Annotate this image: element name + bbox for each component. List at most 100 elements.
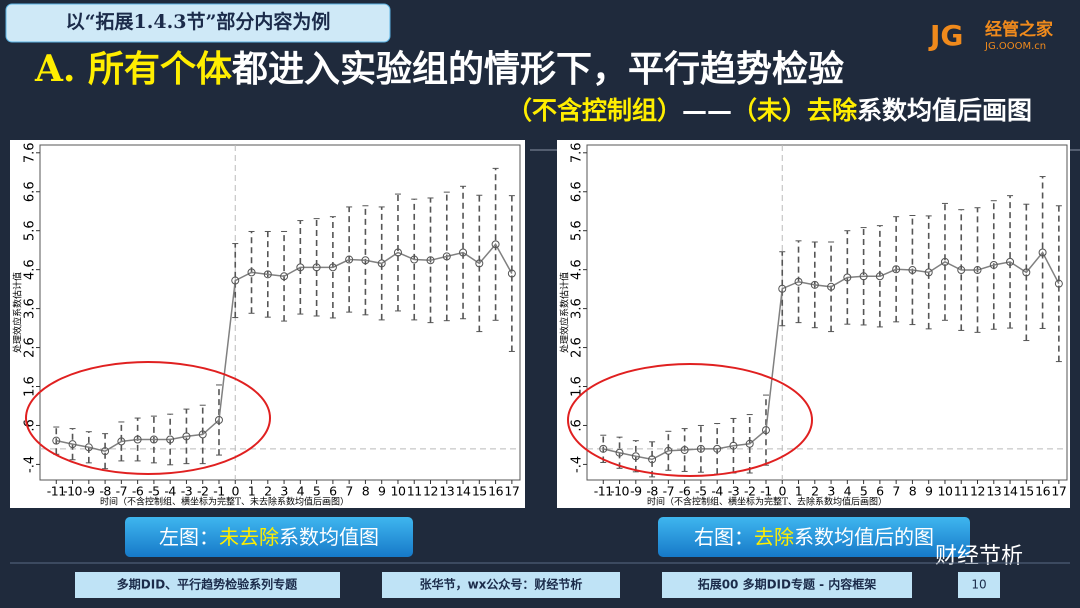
subheading-part: —— <box>682 96 732 125</box>
x-tick-label: 16 <box>1035 484 1050 499</box>
point <box>761 426 770 435</box>
point <box>827 282 836 291</box>
chart-panel <box>557 140 1070 508</box>
point <box>328 263 337 272</box>
point <box>442 252 451 261</box>
x-tick-label: 1 <box>795 484 802 499</box>
heading-part: 都进入实验组的情形下，平行趋势检验 <box>231 48 844 90</box>
x-tick-label: -11 <box>594 484 613 499</box>
point <box>745 439 754 448</box>
plot-frame <box>586 144 1068 481</box>
point <box>664 446 673 455</box>
x-tick-label: 5 <box>860 484 867 499</box>
heading: A. 所有个体都进入实验组的情形下，平行趋势检验 <box>34 48 844 90</box>
y-axis-label: 处理效应系数估计值 <box>559 272 571 353</box>
subheading-part: 系数均值后画图 <box>857 96 1032 125</box>
x-tick-label: 0 <box>779 484 787 499</box>
point <box>198 430 207 439</box>
point <box>312 263 321 272</box>
x-tick-label: 0 <box>232 484 240 499</box>
x-tick-label: -11 <box>47 484 66 499</box>
x-tick-label: 12 <box>423 484 438 499</box>
y-tick-label: -.4 <box>570 456 585 473</box>
x-axis-label: 时间（不含控制组、横坐标为完整T、去除系数均值后画图） <box>647 496 887 508</box>
page-number: 10 <box>971 578 986 592</box>
point <box>794 277 803 286</box>
x-tick-label: 7 <box>345 484 352 499</box>
logo-name: 经管之家 <box>985 19 1053 40</box>
y-tick-label: .6 <box>570 419 585 431</box>
subheading-part: （未）去除 <box>732 96 858 125</box>
x-tick-label: 10 <box>938 484 953 499</box>
point <box>361 256 370 265</box>
x-tick-label: 8 <box>909 484 917 499</box>
caption-part: 去除 <box>754 525 794 549</box>
tag: 以“拓展1.4.3节”部分内容为例 <box>66 10 331 33</box>
point <box>166 435 175 444</box>
logo-mark: JG <box>928 19 963 52</box>
caption-box <box>658 517 970 557</box>
x-tick-label: 7 <box>892 484 899 499</box>
x-tick-label: 1 <box>248 484 255 499</box>
point <box>459 248 468 257</box>
footer-box <box>958 572 1000 598</box>
y-tick-label: 7.6 <box>570 142 585 163</box>
x-tick-label: 3 <box>827 484 834 499</box>
x-tick-label: -5 <box>148 484 159 499</box>
footer-box <box>662 572 912 598</box>
y-tick-label: -.4 <box>23 456 38 473</box>
point <box>696 444 705 453</box>
x-tick-label: 2 <box>811 484 818 499</box>
point <box>1006 257 1015 266</box>
point <box>892 265 901 274</box>
point <box>1054 279 1063 288</box>
point <box>182 432 191 441</box>
chart-panel <box>10 140 525 508</box>
point <box>810 280 819 289</box>
x-tick-label: -9 <box>630 484 642 499</box>
x-tick-label: -4 <box>164 484 176 499</box>
point <box>778 284 787 293</box>
point <box>117 437 126 446</box>
subheading-part: （不含控制组） <box>507 96 682 125</box>
line <box>56 243 513 452</box>
x-tick-label: 17 <box>504 484 519 499</box>
footer-box <box>382 572 620 598</box>
y-tick-label: 5.6 <box>570 220 585 241</box>
x-tick-label: -4 <box>711 484 723 499</box>
charts: -.4.61.62.63.64.65.66.67.6-11-10 -9 -8 -7 -6… <box>12 142 1068 508</box>
y-axis-label: 处理效应系数估计值 <box>12 272 24 353</box>
x-tick-label: 4 <box>844 484 852 499</box>
x-tick-label: -1 <box>213 484 224 499</box>
x-tick-label: -8 <box>99 484 111 499</box>
x-axis-label: 时间（不含控制组、横坐标为完整T、未去除系数均值后画图） <box>100 496 349 508</box>
point <box>410 255 419 264</box>
point <box>599 444 608 453</box>
y-tick-label: 3.6 <box>23 298 38 319</box>
x-tick-label: 8 <box>362 484 370 499</box>
point <box>1038 248 1047 257</box>
y-tick-label: 4.6 <box>23 259 38 280</box>
point <box>68 440 77 449</box>
x-tick-label: 13 <box>439 484 454 499</box>
x-tick-label: 16 <box>488 484 503 499</box>
x-tick-label: 6 <box>329 484 337 499</box>
x-tick-label: -10 <box>610 484 629 499</box>
y-tick-label: 6.6 <box>570 181 585 202</box>
caption: 左图：未去除系数均值图 <box>159 525 379 549</box>
point <box>631 452 640 461</box>
point <box>729 441 738 450</box>
caption-part: 系数均值图 <box>279 525 379 549</box>
point <box>989 260 998 269</box>
x-tick-label: -7 <box>116 484 127 499</box>
x-tick-label: -6 <box>132 484 144 499</box>
point <box>713 444 722 453</box>
x-tick-label: 15 <box>472 484 487 499</box>
x-tick-label: 5 <box>313 484 320 499</box>
heading-part: A. 所有个体 <box>34 48 232 90</box>
x-tick-label: 9 <box>925 484 933 499</box>
highlight <box>567 363 813 477</box>
point <box>615 448 624 457</box>
y-tick-label: 7.6 <box>23 142 38 163</box>
footer-text: 多期DID、平行趋势检验系列专题 <box>117 577 298 592</box>
